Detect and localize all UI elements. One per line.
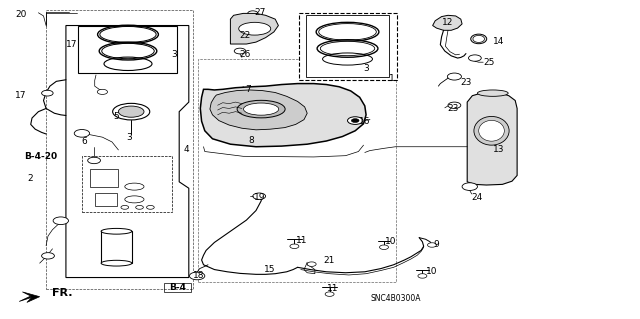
Text: 16: 16 (359, 117, 371, 126)
Polygon shape (433, 15, 462, 30)
Circle shape (136, 205, 143, 209)
Circle shape (351, 119, 359, 122)
Text: 25: 25 (483, 58, 495, 67)
Circle shape (248, 11, 258, 16)
Text: 3: 3 (126, 133, 132, 142)
Ellipse shape (101, 228, 132, 234)
Circle shape (468, 55, 481, 61)
FancyBboxPatch shape (299, 13, 397, 80)
Circle shape (189, 272, 205, 280)
Text: 3: 3 (363, 64, 369, 73)
Ellipse shape (237, 100, 285, 118)
Ellipse shape (239, 22, 271, 35)
Text: 21: 21 (323, 256, 335, 265)
Circle shape (418, 274, 427, 278)
Text: 7: 7 (246, 85, 251, 94)
Circle shape (290, 244, 299, 249)
Circle shape (448, 102, 461, 108)
Polygon shape (232, 99, 253, 128)
Ellipse shape (125, 196, 144, 203)
Text: 18: 18 (193, 271, 205, 280)
Text: 8: 8 (248, 136, 253, 145)
Circle shape (325, 292, 334, 296)
Text: 23: 23 (447, 104, 459, 113)
Text: 4: 4 (184, 145, 189, 154)
Text: B-4: B-4 (170, 283, 186, 292)
FancyBboxPatch shape (78, 26, 177, 73)
Ellipse shape (118, 106, 144, 117)
Circle shape (253, 193, 266, 199)
Text: 13: 13 (493, 145, 504, 154)
Circle shape (42, 253, 54, 259)
Circle shape (348, 117, 363, 124)
Text: 17: 17 (66, 40, 77, 49)
Text: B-4-20: B-4-20 (24, 152, 57, 161)
Ellipse shape (477, 90, 508, 96)
Text: 10: 10 (385, 237, 396, 246)
Text: 5: 5 (114, 112, 119, 121)
FancyBboxPatch shape (306, 15, 389, 77)
Circle shape (97, 89, 108, 94)
FancyBboxPatch shape (101, 231, 132, 263)
Text: 11: 11 (296, 236, 308, 245)
Ellipse shape (473, 35, 484, 42)
Text: 26: 26 (239, 50, 251, 59)
Text: 17: 17 (15, 91, 27, 100)
Text: FR.: FR. (52, 288, 73, 298)
Ellipse shape (479, 121, 504, 141)
Circle shape (447, 73, 461, 80)
Text: 9: 9 (433, 240, 439, 249)
Ellipse shape (125, 183, 144, 190)
Text: 15: 15 (264, 265, 275, 274)
Text: 20: 20 (15, 10, 27, 19)
Text: 27: 27 (255, 8, 266, 17)
Ellipse shape (102, 43, 154, 59)
Text: 6: 6 (82, 137, 87, 146)
Ellipse shape (100, 26, 156, 42)
Ellipse shape (471, 34, 487, 44)
Polygon shape (19, 292, 40, 302)
Ellipse shape (474, 116, 509, 145)
Circle shape (428, 243, 436, 247)
Text: 22: 22 (239, 31, 251, 40)
Polygon shape (230, 13, 278, 44)
Circle shape (88, 157, 100, 164)
Circle shape (74, 130, 90, 137)
Text: 11: 11 (327, 284, 339, 293)
Circle shape (242, 93, 251, 98)
Circle shape (234, 48, 246, 54)
Ellipse shape (113, 103, 150, 120)
Circle shape (380, 245, 388, 249)
Text: 14: 14 (493, 37, 504, 46)
Circle shape (307, 262, 316, 266)
Circle shape (121, 205, 129, 209)
Text: 1: 1 (389, 74, 395, 83)
Polygon shape (66, 26, 189, 278)
Text: 24: 24 (471, 193, 483, 202)
Text: 19: 19 (254, 193, 266, 202)
Circle shape (53, 217, 68, 225)
Polygon shape (467, 93, 517, 185)
Text: 2: 2 (28, 174, 33, 183)
Circle shape (42, 90, 53, 96)
Ellipse shape (319, 24, 376, 40)
Circle shape (147, 205, 154, 209)
Circle shape (462, 183, 477, 190)
Polygon shape (210, 90, 307, 130)
Ellipse shape (101, 260, 132, 266)
Text: SNC4B0300A: SNC4B0300A (371, 294, 420, 303)
Text: 12: 12 (442, 18, 453, 27)
Text: 10: 10 (426, 267, 437, 276)
Text: 23: 23 (461, 78, 472, 87)
Ellipse shape (244, 103, 279, 115)
Text: 3: 3 (172, 50, 177, 59)
Polygon shape (200, 84, 366, 147)
Ellipse shape (321, 41, 375, 56)
